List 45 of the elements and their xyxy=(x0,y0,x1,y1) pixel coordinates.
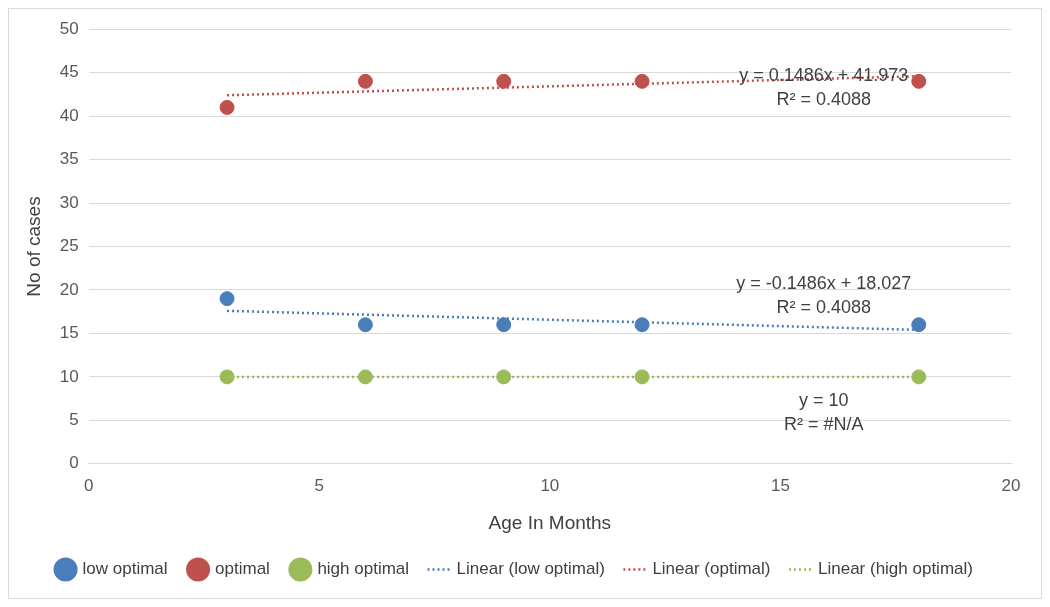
point xyxy=(496,317,512,333)
point xyxy=(911,317,927,333)
x-tick-label: 20 xyxy=(1001,475,1021,495)
y-tick-label: 40 xyxy=(59,105,79,125)
x-tick-label: 5 xyxy=(314,475,325,495)
x-tick-label: 15 xyxy=(770,475,790,495)
legend-label: optimal xyxy=(215,559,270,579)
annotation: y = 0.1486x + 41.973 xyxy=(739,65,909,86)
point xyxy=(496,369,512,385)
y-tick-label: 20 xyxy=(59,279,79,299)
point xyxy=(219,291,235,307)
point xyxy=(219,369,235,385)
annotation: R² = #N/A xyxy=(784,413,864,434)
point xyxy=(911,369,927,385)
point xyxy=(357,369,373,385)
y-tick-label: 0 xyxy=(69,453,79,473)
legend-label: low optimal xyxy=(82,559,168,579)
x-tick-label: 0 xyxy=(83,475,94,495)
point xyxy=(911,73,927,89)
point xyxy=(634,317,650,333)
y-tick-label: 25 xyxy=(59,236,79,256)
y-axis-title: No of cases xyxy=(22,196,44,297)
point xyxy=(219,99,235,115)
point xyxy=(496,73,512,89)
legend-label: Linear (low optimal) xyxy=(456,559,605,579)
point xyxy=(357,73,373,89)
point xyxy=(634,369,650,385)
legend-label: Linear (high optimal) xyxy=(817,559,973,579)
legend-label: Linear (optimal) xyxy=(652,559,771,579)
y-tick-label: 10 xyxy=(59,366,79,386)
annotation: y = -0.1486x + 18.027 xyxy=(736,272,912,293)
annotation: R² = 0.4088 xyxy=(776,89,872,110)
x-axis-title: Age In Months xyxy=(488,511,612,533)
y-tick-label: 45 xyxy=(59,62,79,82)
y-tick-label: 5 xyxy=(69,410,79,430)
y-tick-label: 50 xyxy=(59,18,79,38)
y-tick-label: 15 xyxy=(59,323,79,343)
point xyxy=(634,73,650,89)
x-tick-label: 10 xyxy=(540,475,560,495)
y-tick-label: 30 xyxy=(59,192,79,212)
annotation: y = 10 xyxy=(799,389,849,410)
point xyxy=(357,317,373,333)
y-tick-label: 35 xyxy=(59,149,79,169)
annotation: R² = 0.4088 xyxy=(776,296,872,317)
legend-label: high optimal xyxy=(317,559,410,579)
